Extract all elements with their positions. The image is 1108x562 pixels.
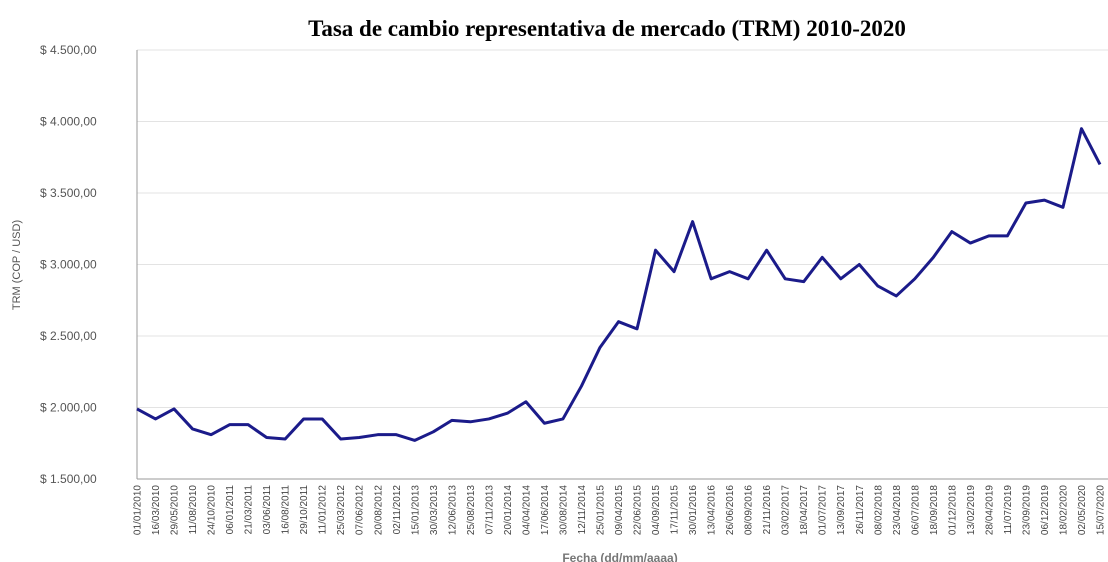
- y-axis-title: TRM (COP / USD): [11, 220, 23, 310]
- x-tick-label: 23/09/2019: [1021, 485, 1032, 535]
- x-tick-label: 07/06/2012: [355, 485, 366, 535]
- x-tick-label: 25/03/2012: [336, 485, 347, 535]
- x-tick-label: 18/09/2018: [929, 485, 940, 535]
- x-tick-label: 15/01/2013: [410, 485, 421, 535]
- x-axis-title: Fecha (dd/mm/aaaa): [562, 551, 677, 562]
- x-tick-label: 13/02/2019: [966, 485, 977, 535]
- x-tick-label: 23/04/2018: [892, 485, 903, 535]
- x-tick-label: 02/11/2012: [392, 485, 403, 535]
- x-tick-label: 07/11/2013: [484, 485, 495, 535]
- x-tick-label: 17/06/2014: [540, 485, 551, 535]
- x-tick-label: 21/11/2016: [762, 485, 773, 535]
- x-tick-label: 24/10/2010: [207, 485, 218, 535]
- x-tick-label: 01/07/2017: [818, 485, 829, 535]
- x-tick-label: 02/05/2020: [1077, 485, 1088, 535]
- x-tick-label: 20/01/2014: [503, 485, 514, 535]
- x-tick-label: 30/01/2016: [688, 485, 699, 535]
- x-tick-label: 21/03/2011: [244, 485, 255, 535]
- x-tick-label: 03/06/2011: [262, 485, 273, 535]
- y-tick-label: $ 4.500,00: [40, 43, 97, 57]
- x-tick-label: 13/04/2016: [707, 485, 718, 535]
- x-tick-label: 01/01/2010: [133, 485, 144, 535]
- y-tick-label: $ 1.500,00: [40, 472, 97, 486]
- x-tick-label: 03/02/2017: [781, 485, 792, 535]
- x-tick-label: 04/09/2015: [651, 485, 662, 535]
- y-tick-label: $ 2.000,00: [40, 401, 97, 415]
- x-tick-label: 29/10/2011: [299, 485, 310, 535]
- x-tick-label: 18/04/2017: [799, 485, 810, 535]
- x-tick-label: 17/11/2015: [670, 485, 681, 535]
- x-tick-label: 26/06/2016: [725, 485, 736, 535]
- x-tick-label: 30/03/2013: [429, 485, 440, 535]
- x-tick-label: 25/01/2015: [595, 485, 606, 535]
- x-tick-label: 06/01/2011: [225, 485, 236, 535]
- x-tick-label: 08/02/2018: [873, 485, 884, 535]
- x-tick-label: 12/11/2014: [577, 485, 588, 535]
- x-tick-label: 16/03/2010: [151, 485, 162, 535]
- x-tick-label: 06/12/2019: [1040, 485, 1051, 535]
- x-tick-label: 16/08/2011: [281, 485, 292, 535]
- x-tick-label: 26/11/2017: [855, 485, 866, 535]
- x-tick-label: 08/09/2016: [744, 485, 755, 535]
- x-tick-label: 29/05/2010: [170, 485, 181, 535]
- y-tick-label: $ 3.000,00: [40, 258, 97, 272]
- x-tick-label: 28/04/2019: [984, 485, 995, 535]
- x-tick-label: 11/01/2012: [318, 485, 329, 535]
- chart-title: Tasa de cambio representativa de mercado…: [308, 16, 906, 41]
- y-tick-label: $ 2.500,00: [40, 329, 97, 343]
- x-tick-label: 01/12/2018: [947, 485, 958, 535]
- x-tick-label: 04/04/2014: [521, 485, 532, 535]
- x-tick-label: 15/07/2020: [1096, 485, 1107, 535]
- y-tick-label: $ 3.500,00: [40, 186, 97, 200]
- x-tick-label: 09/04/2015: [614, 485, 625, 535]
- x-tick-label: 22/06/2015: [633, 485, 644, 535]
- x-tick-label: 25/08/2013: [466, 485, 477, 535]
- data-line: [136, 127, 1102, 442]
- x-tick-label: 11/08/2010: [188, 485, 199, 535]
- x-tick-label: 12/06/2013: [447, 485, 458, 535]
- y-tick-label: $ 4.000,00: [40, 115, 97, 129]
- x-tick-label: 20/08/2012: [373, 485, 384, 535]
- x-tick-label: 13/09/2017: [836, 485, 847, 535]
- x-tick-label: 11/07/2019: [1003, 485, 1014, 535]
- x-tick-label: 30/08/2014: [558, 485, 569, 535]
- x-tick-label: 18/02/2020: [1058, 485, 1069, 535]
- x-tick-label: 06/07/2018: [910, 485, 921, 535]
